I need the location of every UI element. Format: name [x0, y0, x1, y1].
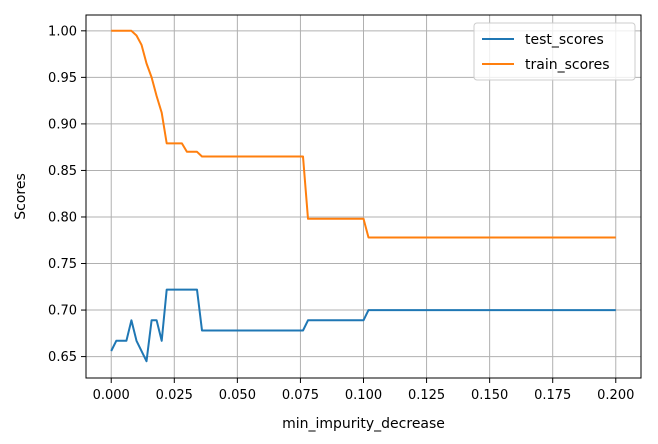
x-tick-label: 0.050 [219, 388, 256, 403]
x-tick-label: 0.000 [93, 388, 130, 403]
y-tick-label: 1.00 [48, 24, 77, 39]
y-axis-label: Scores [13, 173, 29, 220]
y-tick-label: 0.90 [48, 117, 77, 132]
x-tick-label: 0.075 [282, 388, 319, 403]
series-lines [110, 29, 616, 363]
series-line-train-scores [111, 29, 616, 239]
x-tick-label: 0.100 [345, 388, 382, 403]
x-axis-label: min_impurity_decrease [282, 416, 445, 432]
y-tick-label: 0.80 [48, 210, 77, 225]
y-axis-ticks: 0.65 0.70 0.75 0.80 0.85 0.90 0.95 1.00 [48, 24, 86, 365]
y-tick-label: 0.95 [48, 71, 77, 86]
y-tick-label: 0.65 [48, 350, 77, 365]
legend-box [473, 22, 636, 81]
x-tick-label: 0.150 [471, 388, 508, 403]
y-tick-label: 0.70 [48, 304, 77, 319]
x-axis-ticks: 0.000 0.025 0.050 0.075 0.100 0.125 0.150 0.175… [93, 378, 634, 403]
legend-label: train_scores [525, 57, 610, 73]
x-tick-label: 0.175 [534, 388, 571, 403]
grid [86, 15, 641, 378]
legend-label: test_scores [525, 32, 604, 48]
x-tick-label: 0.025 [156, 388, 193, 403]
legend: test_scores train_scores [473, 22, 636, 81]
y-tick-label: 0.75 [48, 257, 77, 272]
x-tick-label: 0.125 [408, 388, 445, 403]
x-tick-label: 0.200 [597, 388, 634, 403]
y-tick-label: 0.85 [48, 164, 77, 179]
series-line-test-scores [110, 288, 616, 363]
